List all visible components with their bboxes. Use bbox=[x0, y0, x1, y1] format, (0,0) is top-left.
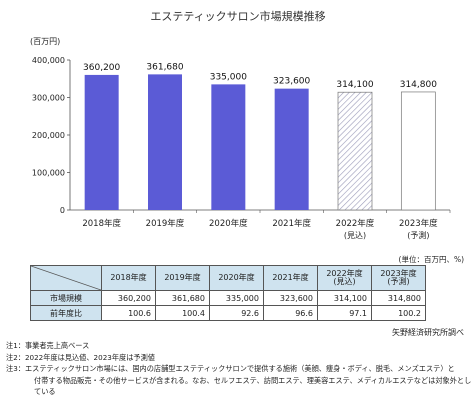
footnotes: 注1：事業者売上高ベース 注2：2022年度は見込値、2023年度は予測値 注3… bbox=[6, 340, 476, 398]
table-header: 2021年度 bbox=[263, 265, 318, 291]
table-cell: 92.6 bbox=[209, 305, 264, 321]
table-header-row: 2018年度 2019年度 2020年度 2021年度 2022年度 (見込) … bbox=[30, 265, 426, 291]
data-table: 2018年度 2019年度 2020年度 2021年度 2022年度 (見込) … bbox=[30, 265, 426, 321]
bar bbox=[274, 88, 309, 210]
footnote: 付帯する物品販売・その他サービスが含まれる。なお、セルフエステ、訪問エステ、理美… bbox=[34, 375, 472, 397]
y-tick-label: 300,000 bbox=[32, 94, 65, 103]
y-tick-label: 0 bbox=[60, 206, 65, 215]
table-cell: 100.4 bbox=[155, 305, 210, 321]
x-tick-label: 2019年度 bbox=[146, 218, 185, 229]
table-cell: 97.1 bbox=[317, 305, 372, 321]
bar-value-label: 335,000 bbox=[210, 72, 247, 82]
y-axis-label: (百万円) bbox=[30, 37, 60, 46]
bar-value-label: 361,680 bbox=[146, 62, 183, 72]
table-cell: 100.6 bbox=[101, 305, 156, 321]
table-cell: 361,680 bbox=[155, 290, 210, 306]
source-credit: 矢野経済研究所調べ bbox=[392, 328, 464, 337]
table-row-label: 市場規模 bbox=[30, 290, 102, 306]
x-tick-label: 2018年度 bbox=[82, 218, 121, 229]
table-cell: 100.2 bbox=[371, 305, 426, 321]
chart-title: エステティックサロン市場規模推移 bbox=[150, 10, 326, 23]
table-row-yoy: 前年度比 100.6 100.4 92.6 96.6 97.1 100.2 bbox=[30, 305, 426, 321]
x-tick-label: 2020年度 bbox=[209, 218, 248, 229]
table-cell: 335,000 bbox=[209, 290, 264, 306]
table-row-label: 前年度比 bbox=[30, 305, 102, 321]
bar bbox=[84, 74, 119, 210]
table-header: 2020年度 bbox=[209, 265, 264, 291]
footnote: 注1：事業者売上高ベース bbox=[6, 341, 90, 350]
table-cell: 314,800 bbox=[371, 290, 426, 306]
table-cell: 96.6 bbox=[263, 305, 318, 321]
x-tick-sublabel: (予測) bbox=[407, 230, 429, 240]
table-corner bbox=[30, 265, 102, 291]
bar-value-label: 314,100 bbox=[336, 80, 373, 90]
x-tick-label: 2021年度 bbox=[272, 218, 311, 229]
footnote: 注2：2022年度は見込値、2023年度は予測値 bbox=[6, 352, 155, 362]
x-tick-sublabel: (見込) bbox=[344, 231, 366, 240]
y-tick-label: 100,000 bbox=[32, 169, 65, 178]
x-tick-label: 2023年度 bbox=[399, 218, 438, 229]
table-cell: 314,100 bbox=[317, 290, 372, 306]
bar bbox=[400, 91, 436, 211]
bar bbox=[337, 91, 373, 211]
table-unit-note: (単位：百万円、%) bbox=[398, 255, 464, 264]
bar-chart: (百万円) 0 100,000 200,000 300,000 400,000 360,20… bbox=[30, 37, 451, 240]
bar bbox=[211, 84, 246, 210]
table-cell: 360,200 bbox=[101, 290, 156, 306]
table-row-market-size: 市場規模 360,200 361,680 335,000 323,600 314… bbox=[30, 290, 426, 306]
y-tick-label: 400,000 bbox=[32, 56, 65, 65]
footnote: 注3：エステティックサロン市場には、国内の店舗型エステティックサロンで提供する施… bbox=[6, 364, 455, 373]
bar-value-label: 360,200 bbox=[83, 63, 120, 73]
table-header: 2023年度 (予測) bbox=[371, 265, 426, 291]
x-tick-label: 2022年度 bbox=[336, 218, 375, 229]
bar-value-label: 323,600 bbox=[273, 77, 310, 87]
table-cell: 323,600 bbox=[263, 290, 318, 306]
table-header: 2018年度 bbox=[101, 265, 156, 291]
table-header: 2019年度 bbox=[155, 265, 210, 291]
table-header: 2022年度 (見込) bbox=[317, 265, 372, 291]
y-tick-label: 200,000 bbox=[32, 131, 65, 140]
bar bbox=[148, 74, 182, 211]
bar-value-label: 314,800 bbox=[400, 80, 437, 90]
